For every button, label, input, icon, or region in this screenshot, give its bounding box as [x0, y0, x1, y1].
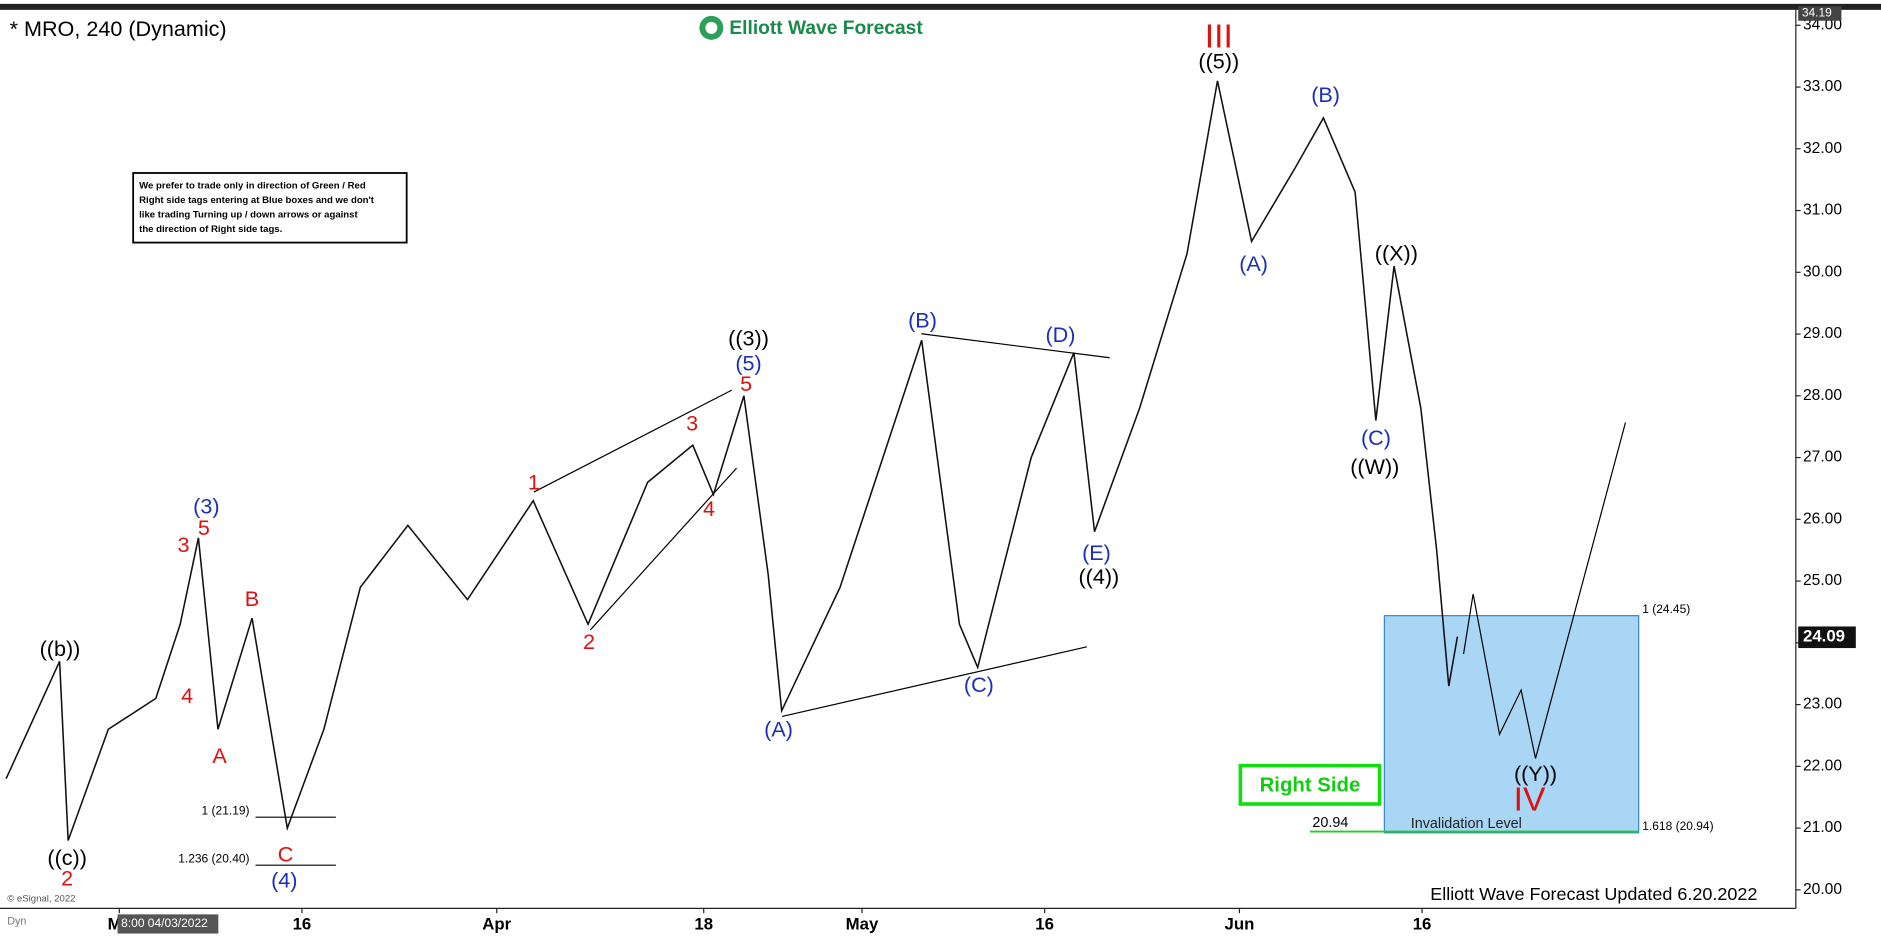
note-text: the direction of Right side tags. [139, 224, 282, 235]
wave-label: ((3)) [728, 325, 769, 350]
wave-label: ((b)) [40, 636, 81, 661]
x-tick-label: Jun [1225, 915, 1255, 934]
y-tick-label: 23.00 [1803, 696, 1842, 713]
wave-label: ((W)) [1350, 454, 1399, 479]
y-tick-label: 29.00 [1803, 325, 1842, 342]
note-text: Right side tags entering at Blue boxes a… [139, 195, 375, 206]
trendlines [533, 333, 1627, 759]
invalidation-value: 20.94 [1312, 815, 1348, 831]
wave-label: 1 [528, 469, 540, 494]
wave-label: 5 [740, 371, 752, 396]
note-text: We prefer to trade only in direction of … [139, 181, 366, 192]
y-tick-label: 33.00 [1803, 78, 1842, 95]
x-tick-label: 16 [1413, 915, 1432, 934]
copyright: © eSignal, 2022 [7, 893, 75, 904]
wave-label: ((4)) [1078, 564, 1119, 589]
x-tick-label: May [846, 915, 879, 934]
high-tag-bg [1798, 6, 1842, 21]
right-side-button [1238, 763, 1382, 806]
footer: Elliott Wave Forecast Updated 6.20.2022 [1430, 884, 1757, 904]
box-label: 1 (24.45) [1642, 602, 1690, 616]
trendline [589, 467, 738, 631]
last-price: 24.09 [1803, 627, 1845, 646]
wave-label: IV [1514, 781, 1546, 818]
wave-label: ((X)) [1375, 240, 1418, 265]
y-tick-label: 27.00 [1803, 449, 1842, 466]
price-line [5, 80, 1459, 841]
wave-label: (E) [1082, 540, 1111, 565]
wave-label: (A) [1239, 251, 1268, 276]
y-tick-label: 30.00 [1803, 263, 1842, 280]
wave-label: 2 [583, 629, 595, 654]
wave-label: ((c)) [47, 845, 87, 870]
chart-title: * MRO, 240 (Dynamic) [10, 16, 227, 41]
wave-label: (C) [964, 672, 994, 697]
y-tick-label: 28.00 [1803, 387, 1842, 404]
note-box [132, 172, 408, 244]
x-tick-label: 18 [694, 915, 713, 934]
y-tick-label: 22.00 [1803, 757, 1842, 774]
fib-label: 1 (21.19) [202, 803, 250, 817]
y-tick-label: 26.00 [1803, 510, 1842, 527]
wave-label: 2 [61, 865, 73, 890]
wave-label: 5 [198, 515, 210, 540]
wave-label: 3 [686, 411, 698, 436]
logo-icon [705, 21, 718, 34]
y-tick-label: 32.00 [1803, 140, 1842, 157]
top-border [0, 3, 1881, 10]
wave-label: (B) [908, 307, 937, 332]
y-tick-label: 20.00 [1803, 881, 1842, 898]
wave-label: ((Y)) [1514, 761, 1557, 786]
wave-label: (4) [271, 868, 297, 893]
box-label: 1.618 (20.94) [1642, 819, 1713, 833]
cursor-label-bg [117, 914, 219, 934]
x-tick-label: Apr [482, 915, 511, 934]
x-tick-label: 16 [1035, 915, 1054, 934]
wave-label: (5) [735, 351, 761, 376]
y-tick-label: 31.00 [1803, 202, 1842, 219]
wave-label: (A) [764, 717, 793, 742]
wave-label: C [278, 841, 294, 866]
wave-label: A [212, 743, 227, 768]
corner-tag: Dyn [7, 915, 26, 927]
wave-label: 4 [703, 496, 715, 521]
fib-label: 1.236 (20.40) [178, 851, 249, 865]
invalidation-text: Invalidation Level [1411, 816, 1522, 832]
trendline [782, 646, 1087, 718]
wave-label: (3) [193, 493, 219, 518]
y-tick-label: 25.00 [1803, 572, 1842, 589]
wave-label: 4 [181, 683, 193, 708]
wave-label: ((5)) [1198, 48, 1239, 73]
note-text: like trading Turning up / down arrows or… [139, 210, 358, 221]
projection-path [1462, 422, 1627, 759]
wave-label: (D) [1045, 322, 1075, 347]
trendline [921, 333, 1110, 359]
y-tick-label: 21.00 [1803, 819, 1842, 836]
wave-label: III [1205, 19, 1233, 56]
trendline [533, 389, 733, 493]
blue-box [1383, 615, 1640, 834]
high-tag: 34.19 [1802, 6, 1832, 20]
wave-label: (B) [1311, 82, 1340, 107]
x-tick-label: 16 [293, 915, 312, 934]
wave-label: B [245, 586, 259, 611]
right-side-text: Right Side [1260, 774, 1361, 796]
wave-label: 3 [178, 532, 190, 557]
cursor-label: 8:00 04/03/2022 [121, 916, 208, 930]
wave-label: (C) [1361, 425, 1391, 450]
last-price-bg [1798, 626, 1856, 649]
logo: Elliott Wave Forecast [729, 18, 923, 39]
